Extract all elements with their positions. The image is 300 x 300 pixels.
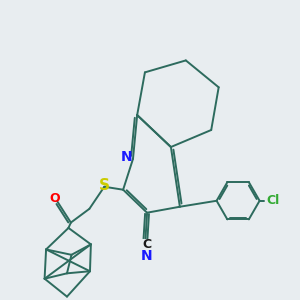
Text: N: N [141,249,153,263]
Text: O: O [50,192,60,205]
Text: Cl: Cl [266,194,279,207]
Text: S: S [99,178,110,193]
Text: C: C [142,238,152,251]
Text: N: N [121,151,132,164]
